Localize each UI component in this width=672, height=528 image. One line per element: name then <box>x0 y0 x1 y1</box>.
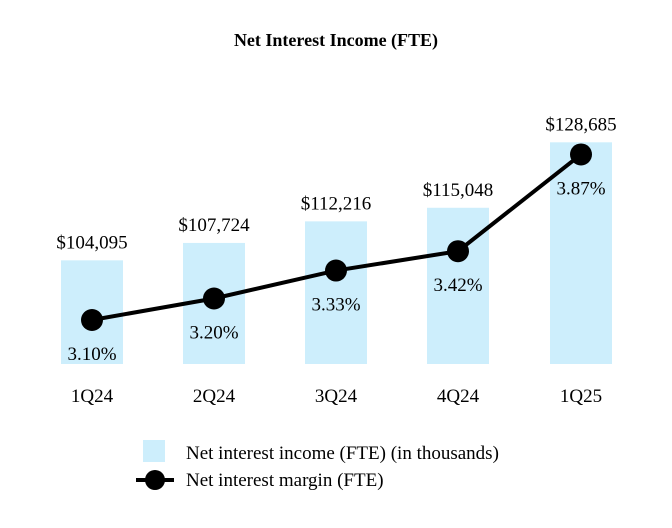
bar-1Q25 <box>550 142 612 364</box>
bar-series <box>61 142 612 364</box>
margin-label-1Q25: 3.87% <box>556 178 605 199</box>
margin-label-4Q24: 3.42% <box>433 275 482 296</box>
bar-3Q24 <box>305 221 367 364</box>
bar-label-1Q24: $104,095 <box>56 232 127 253</box>
margin-label-2Q24: 3.20% <box>189 323 238 344</box>
margin-point-2Q24 <box>203 287 225 310</box>
margin-label-1Q24: 3.10% <box>67 344 116 365</box>
bar-label-1Q25: $128,685 <box>545 114 616 135</box>
legend-swatch-bar <box>143 440 165 462</box>
legend-marker-swatch <box>145 470 165 490</box>
bar-value-labels: $104,095 $107,724 $112,216 $115,048 $128,685 <box>56 114 616 253</box>
margin-point-1Q25 <box>570 143 592 166</box>
margin-point-1Q24 <box>81 309 103 331</box>
bar-label-2Q24: $107,724 <box>178 215 250 236</box>
x-tick-2Q24: 2Q24 <box>193 386 236 407</box>
line-series <box>81 143 592 331</box>
legend: Net interest income (FTE) (in thousands)… <box>136 440 499 491</box>
bar-label-4Q24: $115,048 <box>423 180 494 201</box>
x-axis-tick-labels: 1Q24 2Q24 3Q24 4Q24 1Q25 <box>71 386 602 407</box>
margin-point-3Q24 <box>325 259 347 282</box>
legend-label-bar: Net interest income (FTE) (in thousands) <box>186 443 499 464</box>
x-tick-1Q25: 1Q25 <box>560 386 602 407</box>
margin-point-4Q24 <box>447 240 469 263</box>
x-tick-1Q24: 1Q24 <box>71 386 114 407</box>
x-tick-3Q24: 3Q24 <box>315 386 358 407</box>
line-value-labels: 3.10% 3.20% 3.33% 3.42% 3.87% <box>67 178 605 365</box>
x-tick-4Q24: 4Q24 <box>437 386 480 407</box>
legend-label-line: Net interest margin (FTE) <box>186 470 384 491</box>
margin-label-3Q24: 3.33% <box>311 295 360 316</box>
chart-title: Net Interest Income (FTE) <box>234 30 438 51</box>
bar-label-3Q24: $112,216 <box>301 193 372 214</box>
